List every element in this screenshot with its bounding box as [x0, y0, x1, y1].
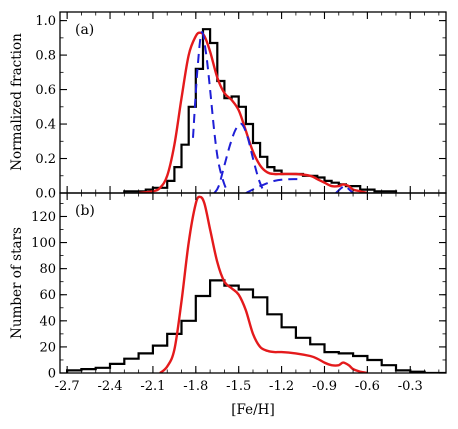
smooth-fit-line-1-1 [159, 195, 368, 373]
histogram-series-0 [123, 28, 398, 193]
y-axis-label-0: Normalized fraction [9, 33, 25, 171]
y-tick-label-0-3: 0.6 [35, 83, 56, 98]
x-tick-label-8: -0.3 [398, 379, 423, 394]
x-tick-label-1: -2.4 [97, 379, 122, 394]
gaussian-component-line-0-3 [213, 122, 266, 193]
x-tick-label-3: -1.8 [183, 379, 208, 394]
y-ticks-1: 0 20 40 60 80 100 120 [31, 203, 446, 382]
gaussian-component-line-0-5 [335, 185, 354, 193]
y-ticks-0: 0.0 0.2 0.4 0.6 0.8 1.0 [35, 14, 446, 202]
axes-frame-0 [59, 11, 447, 194]
y-tick-label-0-0: 0.0 [35, 187, 56, 202]
plot-area-0 [123, 28, 398, 193]
y-tick-label-0-5: 1.0 [35, 14, 56, 29]
y-tick-label-1-3: 60 [39, 288, 56, 303]
x-ticks-1: -2.7 -2.4 -2.1 -1.8 -1.5 -1.2 -0.9 -0.6 -0.3 [55, 193, 440, 394]
panel-a: 0.0 0.2 0.4 0.6 0.8 1.0 (a) Normalized fraction [9, 11, 447, 202]
smooth-fit-line-0-1 [138, 31, 368, 193]
y-tick-label-1-0: 0 [48, 367, 56, 382]
panel-label-1: (b) [75, 203, 95, 219]
y-tick-label-1-5: 100 [31, 236, 56, 251]
x-tick-label-0: -2.7 [55, 379, 80, 394]
x-axis-label: [Fe/H] [231, 402, 274, 418]
y-tick-label-1-6: 120 [31, 210, 56, 225]
y-tick-label-0-2: 0.4 [35, 118, 56, 133]
x-tick-label-5: -1.2 [269, 379, 294, 394]
axes-frame-1 [59, 192, 447, 374]
y-tick-label-1-4: 80 [39, 262, 56, 277]
panel-label-0: (a) [75, 22, 94, 38]
x-tick-label-6: -0.9 [312, 379, 337, 394]
gaussian-component-line-0-2 [192, 31, 230, 193]
histogram-series-1 [66, 279, 446, 373]
gaussian-component-line-0-4 [245, 178, 304, 193]
x-ticks-0 [66, 12, 440, 193]
y-axis-label-1: Number of stars [9, 227, 25, 339]
x-tick-label-7: -0.6 [355, 379, 380, 394]
plot-area-1 [66, 195, 446, 373]
y-tick-label-1-1: 20 [39, 340, 56, 355]
y-tick-label-1-2: 40 [39, 314, 56, 329]
x-tick-label-2: -2.1 [140, 379, 165, 394]
y-tick-label-0-1: 0.2 [35, 152, 56, 167]
x-tick-label-4: -1.5 [226, 379, 251, 394]
y-tick-label-0-4: 0.8 [35, 49, 56, 64]
